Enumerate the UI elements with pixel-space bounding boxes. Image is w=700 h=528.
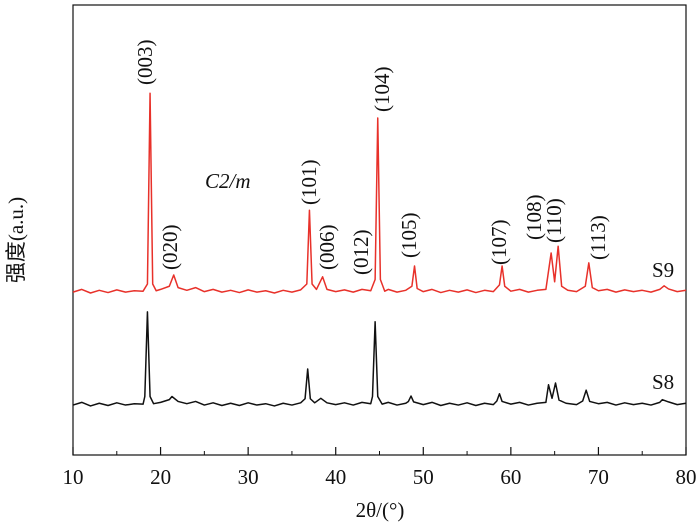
x-tick-label: 10 (63, 465, 84, 489)
peak-annotation: (105) (397, 213, 421, 259)
y-axis-label: 强度(a.u.) (4, 197, 28, 283)
peak-annotation: (003) (133, 40, 157, 86)
peak-annotation: (020) (158, 225, 182, 271)
peak-annotation: (104) (370, 67, 394, 113)
peak-annotation: (107) (487, 220, 511, 266)
x-tick-label: 50 (413, 465, 434, 489)
peak-annotation: (113) (586, 215, 610, 260)
x-axis-label: 2θ/(°) (356, 498, 405, 522)
peak-annotation: (108) (522, 195, 546, 241)
series-line (72, 311, 687, 407)
peak-annotation: C2/m (205, 169, 251, 193)
series-line (72, 92, 687, 294)
x-tick-label: 80 (676, 465, 697, 489)
series-label: S9 (652, 258, 674, 282)
series-label: S8 (652, 370, 674, 394)
peak-annotation: (101) (297, 160, 321, 206)
x-tick-label: 70 (588, 465, 609, 489)
x-tick-label: 40 (325, 465, 346, 489)
x-tick-label: 30 (238, 465, 259, 489)
peak-annotation: (012) (349, 230, 373, 276)
x-tick-label: 60 (500, 465, 521, 489)
peak-annotation: (006) (315, 225, 339, 271)
x-tick-label: 20 (150, 465, 171, 489)
peak-annotation: (110) (542, 198, 566, 243)
